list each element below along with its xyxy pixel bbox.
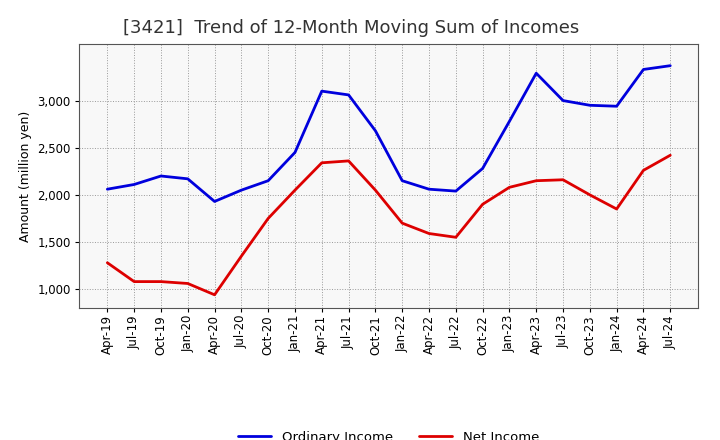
- Net Income: [291, 187, 300, 193]
- Ordinary Income: [103, 187, 112, 192]
- Net Income: [639, 168, 648, 173]
- Y-axis label: Amount (million yen): Amount (million yen): [19, 110, 32, 242]
- Ordinary Income: [264, 178, 272, 183]
- Ordinary Income: [612, 103, 621, 109]
- Ordinary Income: [532, 70, 541, 76]
- Net Income: [425, 231, 433, 236]
- Ordinary Income: [639, 67, 648, 72]
- Net Income: [585, 192, 594, 198]
- Net Income: [612, 206, 621, 212]
- Net Income: [130, 279, 138, 284]
- Net Income: [344, 158, 353, 164]
- Ordinary Income: [451, 188, 460, 194]
- Net Income: [264, 216, 272, 221]
- Net Income: [478, 202, 487, 207]
- Net Income: [666, 153, 675, 158]
- Ordinary Income: [344, 92, 353, 98]
- Ordinary Income: [666, 63, 675, 68]
- Net Income: [451, 235, 460, 240]
- Ordinary Income: [291, 150, 300, 155]
- Ordinary Income: [184, 176, 192, 181]
- Ordinary Income: [505, 119, 514, 124]
- Ordinary Income: [559, 98, 567, 103]
- Net Income: [157, 279, 166, 284]
- Net Income: [237, 253, 246, 259]
- Ordinary Income: [157, 173, 166, 179]
- Net Income: [559, 177, 567, 183]
- Net Income: [210, 292, 219, 297]
- Ordinary Income: [210, 199, 219, 204]
- Net Income: [371, 187, 379, 193]
- Net Income: [318, 160, 326, 165]
- Line: Net Income: Net Income: [107, 155, 670, 295]
- Net Income: [505, 185, 514, 190]
- Ordinary Income: [398, 178, 407, 183]
- Net Income: [532, 178, 541, 183]
- Ordinary Income: [425, 187, 433, 192]
- Ordinary Income: [130, 182, 138, 187]
- Legend: Ordinary Income, Net Income: Ordinary Income, Net Income: [233, 425, 544, 440]
- Line: Ordinary Income: Ordinary Income: [107, 66, 670, 202]
- Ordinary Income: [585, 103, 594, 108]
- Net Income: [398, 220, 407, 226]
- Net Income: [103, 260, 112, 265]
- Ordinary Income: [318, 88, 326, 94]
- Net Income: [184, 281, 192, 286]
- Ordinary Income: [478, 166, 487, 171]
- Text: [3421]  Trend of 12-Month Moving Sum of Incomes: [3421] Trend of 12-Month Moving Sum of I…: [122, 19, 579, 37]
- Ordinary Income: [237, 187, 246, 193]
- Ordinary Income: [371, 128, 379, 133]
